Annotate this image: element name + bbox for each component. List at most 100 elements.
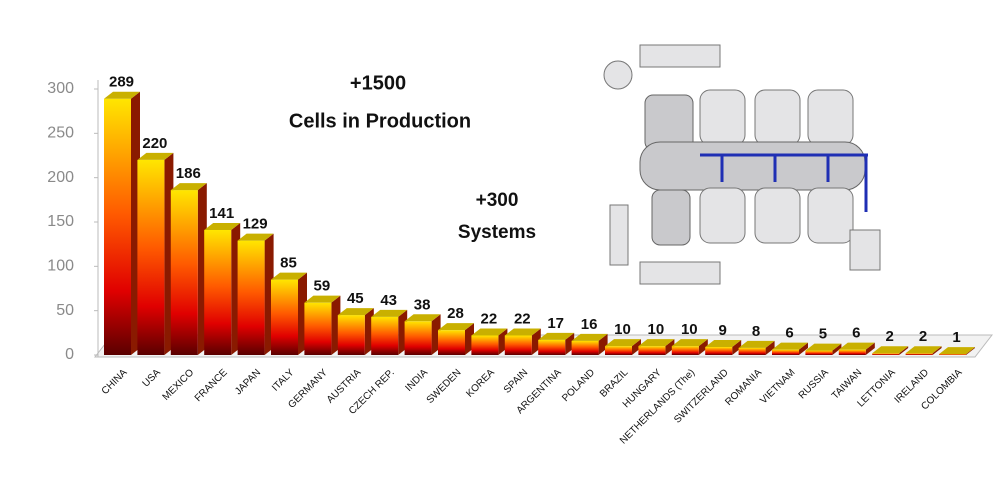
pipe [700, 153, 868, 212]
bar-top [237, 233, 274, 241]
value-label: 2 [919, 328, 927, 345]
bar-top [371, 309, 408, 317]
bar [638, 346, 666, 355]
value-label: 59 [314, 278, 331, 295]
bar [170, 190, 198, 355]
bar-top [905, 346, 942, 354]
bar [404, 321, 432, 355]
bar [939, 354, 966, 355]
bar [605, 346, 632, 355]
bar-top [337, 308, 374, 316]
x-tick-label: MEXICO [161, 367, 197, 403]
panel [849, 229, 881, 271]
value-label: 85 [280, 255, 297, 272]
value-label: 10 [681, 321, 698, 338]
rack [639, 44, 721, 68]
bar-top [271, 272, 307, 280]
cell [807, 187, 854, 244]
bar-top [170, 183, 207, 191]
cell [754, 89, 801, 146]
bar-top [104, 91, 140, 99]
value-label: 16 [581, 316, 598, 333]
bar [504, 335, 532, 355]
bar [905, 353, 933, 355]
y-tick-label: 50 [56, 302, 74, 319]
bar [304, 302, 332, 355]
cell [699, 89, 746, 146]
bar-top [671, 339, 708, 347]
bar [705, 347, 733, 355]
bar-side [865, 342, 875, 355]
bar-top [304, 295, 341, 303]
x-tick-label: CHINA [100, 367, 130, 397]
x-tick-label: JAPAN [233, 367, 263, 397]
bar-top [504, 328, 541, 336]
x-tick-label: BRAZIL [598, 367, 631, 400]
bar-top [571, 333, 608, 341]
value-label: 8 [752, 323, 760, 340]
bar-top [605, 339, 641, 347]
annotation: +1500 [350, 72, 406, 94]
bar [371, 316, 399, 355]
value-label: 2 [886, 328, 894, 345]
bar-top [772, 342, 808, 350]
bar [571, 340, 599, 355]
bar-top [471, 328, 508, 336]
y-tick-label: 0 [65, 346, 74, 363]
annotation: Cells in Production [289, 110, 471, 132]
vessel [651, 189, 691, 246]
value-label: 38 [414, 296, 431, 313]
y-tick-label: 200 [47, 169, 74, 186]
bar-side [765, 340, 775, 355]
gauge [603, 60, 633, 90]
bar-top [805, 343, 842, 351]
bar-side [632, 339, 641, 355]
bar [104, 98, 131, 356]
value-label: 186 [176, 165, 201, 182]
x-tick-label: POLAND [560, 367, 597, 404]
bar-top [705, 340, 742, 348]
bar [671, 346, 699, 355]
cell [754, 187, 801, 244]
bar-side [832, 343, 842, 355]
x-tick-label: KOREA [464, 367, 497, 400]
bar [337, 315, 365, 355]
value-label: 141 [209, 205, 234, 222]
x-tick-label: SWEDEN [425, 367, 464, 406]
bar-side [932, 346, 942, 355]
y-tick-label: 250 [47, 125, 74, 142]
bar [872, 353, 900, 355]
value-label: 45 [347, 290, 364, 307]
chamber [639, 141, 866, 191]
bar [838, 349, 866, 355]
cell [807, 89, 854, 146]
bar-top [538, 332, 575, 340]
x-tick-label: SPAIN [502, 367, 530, 395]
bar-side [799, 342, 808, 355]
bar [204, 229, 232, 355]
bar-top [204, 222, 241, 230]
x-tick-label: VIETNAM [758, 367, 797, 406]
value-label: 6 [852, 325, 860, 342]
x-tick-label: USA [141, 367, 164, 390]
bar-top [137, 152, 174, 160]
cell [699, 187, 746, 244]
bar-side [698, 339, 708, 355]
value-label: 220 [142, 135, 167, 152]
value-label: 9 [719, 322, 727, 339]
value-label: 5 [819, 326, 827, 343]
bar [438, 330, 465, 355]
bar-top [404, 314, 441, 322]
bar [805, 350, 833, 355]
x-tick-label: FRANCE [193, 367, 230, 404]
bar [772, 349, 799, 355]
annotation: +300 [476, 190, 519, 211]
y-tick-label: 150 [47, 213, 74, 230]
value-label: 10 [614, 321, 631, 338]
x-tick-label: INDIA [403, 367, 430, 394]
panel [609, 204, 629, 266]
value-label: 28 [447, 305, 464, 322]
bar-side [665, 339, 675, 355]
bar [237, 240, 265, 355]
bar-top [838, 342, 875, 350]
